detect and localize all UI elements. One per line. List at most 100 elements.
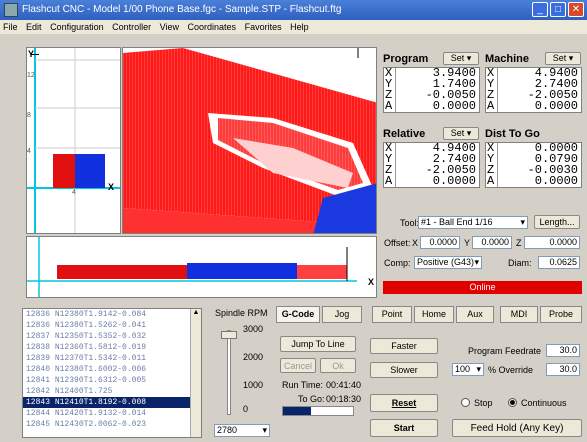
machine-z-axis: Z bbox=[486, 89, 498, 101]
tab-mdi[interactable]: MDI bbox=[500, 306, 538, 323]
spindle-rpm-select[interactable]: 2780 ▾ bbox=[214, 424, 270, 437]
spindle-slider-thumb[interactable] bbox=[221, 331, 237, 339]
toolpath-render bbox=[123, 48, 376, 233]
program-y-value: 1.7400 bbox=[432, 77, 476, 91]
stop-label: Stop bbox=[474, 398, 493, 408]
reset-button[interactable]: Reset bbox=[370, 394, 438, 412]
dist-y-axis: Y bbox=[486, 153, 498, 165]
menu-edit[interactable]: Edit bbox=[26, 22, 42, 32]
feed-hold-button[interactable]: Feed Hold (Any Key) bbox=[452, 419, 582, 437]
gcode-line-selected[interactable]: 12843 N12410T1.8192-0.008 bbox=[23, 397, 201, 408]
relative-dro: X 4.9400 Y 2.7400 Z -2.0050 A 0.0000 bbox=[383, 142, 480, 188]
toolpath-3d-view[interactable] bbox=[122, 47, 377, 234]
spindle-tick-0: 0 bbox=[243, 404, 249, 414]
length-button[interactable]: Length... bbox=[534, 215, 580, 229]
continuous-label: Continuous bbox=[521, 398, 567, 408]
tab-aux[interactable]: Aux bbox=[456, 306, 494, 323]
menu-coordinates[interactable]: Coordinates bbox=[187, 22, 237, 32]
machine-title: Machine bbox=[485, 53, 530, 65]
gcode-line[interactable]: 12844 N12420T1.9132-0.014 bbox=[26, 409, 147, 418]
gcode-line[interactable]: 12837 N12350T1.5352-0.032 bbox=[26, 332, 147, 341]
menu-configuration[interactable]: Configuration bbox=[50, 22, 104, 32]
program-y-axis: Y bbox=[384, 78, 396, 90]
side-profile-view[interactable] bbox=[26, 236, 377, 298]
gcode-line[interactable]: 12836 N12380T1.9142-0.084 bbox=[26, 310, 147, 319]
dist-x-value: 0.0000 bbox=[534, 141, 578, 155]
program-x-axis: X bbox=[384, 67, 396, 79]
spindle-slider-track[interactable] bbox=[227, 330, 231, 415]
program-title: Program bbox=[383, 53, 429, 65]
tool-select-value: #1 - Ball End 1/16 bbox=[421, 217, 493, 227]
comp-chevron-icon: ▾ bbox=[474, 257, 479, 267]
gcode-line[interactable]: 12845 N12430T2.0062-0.023 bbox=[26, 420, 147, 429]
jump-to-line-button[interactable]: Jump To Line bbox=[280, 336, 356, 352]
minimize-icon[interactable]: _ bbox=[532, 2, 548, 17]
cancel-button[interactable]: Cancel bbox=[280, 358, 316, 373]
tab-gcode[interactable]: G-Code bbox=[276, 306, 320, 323]
menu-view[interactable]: View bbox=[159, 22, 180, 32]
tab-probe[interactable]: Probe bbox=[540, 306, 582, 323]
program-dro: X 3.9400 Y 1.7400 Z -0.0050 A 0.0000 bbox=[383, 67, 480, 113]
gcode-line[interactable]: 12836 N12380T1.5262-0.041 bbox=[26, 321, 147, 330]
tool-select[interactable]: #1 - Ball End 1/16 ▾ bbox=[418, 216, 528, 229]
menu-help[interactable]: Help bbox=[290, 22, 309, 32]
gcode-line[interactable]: 12840 N12380T1.6002-0.006 bbox=[26, 365, 147, 374]
gcode-line[interactable]: 12838 N12360T1.5812-0.019 bbox=[26, 343, 147, 352]
stop-radio[interactable] bbox=[461, 398, 470, 407]
relative-title: Relative bbox=[383, 128, 426, 140]
offset-y-label: Y bbox=[464, 238, 471, 248]
title-bar: Flashcut CNC - Model 1/00 Phone Base.fgc… bbox=[0, 0, 587, 20]
chevron-down-icon: ▾ bbox=[520, 217, 525, 227]
relative-y-value: 2.7400 bbox=[432, 152, 476, 166]
ok-button[interactable]: Ok bbox=[320, 358, 356, 373]
y-axis-label: Y bbox=[28, 49, 35, 59]
x-tick-4: 4 bbox=[72, 189, 76, 196]
menu-favorites[interactable]: Favorites bbox=[244, 22, 282, 32]
offset-y-field[interactable]: 0.0000 bbox=[472, 236, 512, 249]
gcode-line[interactable]: 12842 N12400T1.725 bbox=[26, 387, 113, 396]
override-label: % Override bbox=[488, 365, 534, 375]
offset-z-field[interactable]: 0.0000 bbox=[524, 236, 580, 249]
scroll-up-icon[interactable]: ▲ bbox=[192, 309, 200, 316]
togo-label: To Go: bbox=[298, 394, 325, 404]
y-tick-8: 8 bbox=[27, 112, 31, 119]
gcode-line[interactable]: 12839 N12370T1.5342-0.011 bbox=[26, 354, 147, 363]
gcode-scrollbar[interactable]: ▲ bbox=[190, 309, 201, 437]
continuous-radio[interactable] bbox=[508, 398, 517, 407]
relative-set-button[interactable]: Set ▾ bbox=[443, 127, 479, 140]
close-icon[interactable]: ✕ bbox=[568, 2, 584, 17]
relative-a-value: 0.0000 bbox=[432, 174, 476, 188]
xy-view[interactable] bbox=[26, 47, 121, 234]
menu-controller[interactable]: Controller bbox=[112, 22, 152, 32]
program-set-button[interactable]: Set ▾ bbox=[443, 52, 479, 65]
maximize-icon[interactable]: □ bbox=[550, 2, 566, 17]
machine-a-value: 0.0000 bbox=[534, 99, 578, 113]
diam-field[interactable]: 0.0625 bbox=[538, 256, 580, 269]
machine-set-button[interactable]: Set ▾ bbox=[545, 52, 581, 65]
program-a-axis: A bbox=[384, 100, 396, 112]
gcode-line[interactable]: 12841 N12390T1.6312-0.005 bbox=[26, 376, 147, 385]
dist-a-value: 0.0000 bbox=[534, 174, 578, 188]
machine-x-axis: X bbox=[486, 67, 498, 79]
tab-home[interactable]: Home bbox=[414, 306, 454, 323]
job-progress-fill bbox=[283, 407, 311, 415]
override-chevron-icon: ▾ bbox=[476, 364, 481, 374]
profile-x-label: X bbox=[368, 277, 375, 287]
tab-point[interactable]: Point bbox=[372, 306, 412, 323]
slower-button[interactable]: Slower bbox=[370, 362, 438, 378]
gcode-list[interactable]: 12836 N12380T1.9142-0.084 12836 N12380T1… bbox=[22, 308, 202, 438]
machine-y-axis: Y bbox=[486, 78, 498, 90]
comp-select[interactable]: Positive (G43) ▾ bbox=[414, 256, 482, 269]
faster-button[interactable]: Faster bbox=[370, 338, 438, 354]
tab-jog[interactable]: Jog bbox=[322, 306, 362, 323]
program-z-axis: Z bbox=[384, 89, 396, 101]
start-button[interactable]: Start bbox=[370, 419, 438, 437]
menu-file[interactable]: File bbox=[3, 22, 18, 32]
machine-x-value: 4.9400 bbox=[534, 66, 578, 80]
override-select[interactable]: 100 ▾ bbox=[452, 363, 484, 376]
window-title: Flashcut CNC - Model 1/00 Phone Base.fgc… bbox=[22, 4, 342, 15]
offset-x-field[interactable]: 0.0000 bbox=[420, 236, 460, 249]
program-z-value: -0.0050 bbox=[425, 88, 476, 102]
machine-dro: X 4.9400 Y 2.7400 Z -2.0050 A 0.0000 bbox=[485, 67, 582, 113]
override-select-value: 100 bbox=[455, 364, 471, 374]
